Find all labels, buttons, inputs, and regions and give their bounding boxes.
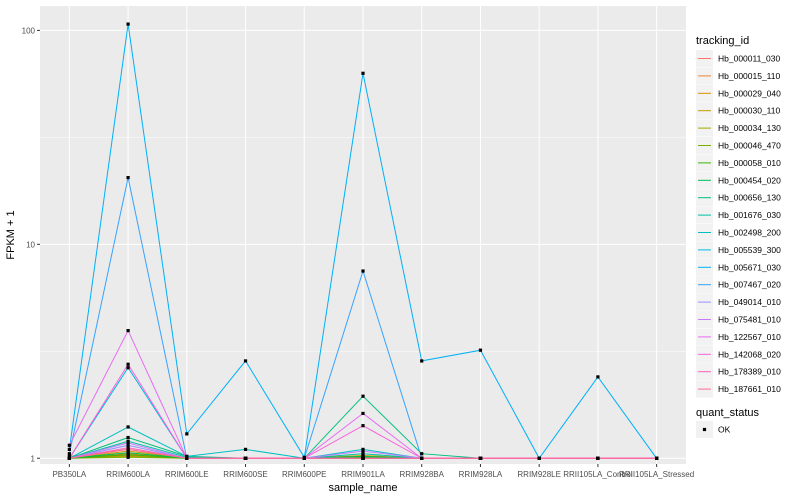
- data-point: [420, 452, 424, 456]
- data-point: [361, 269, 365, 273]
- legend-label: Hb_002498_200: [718, 228, 781, 238]
- data-point: [126, 425, 130, 429]
- legend-label: Hb_122567_010: [718, 332, 781, 342]
- data-point: [126, 329, 130, 333]
- data-point: [478, 348, 483, 352]
- data-point: [185, 432, 189, 436]
- x-tick-label: RRIM600PE: [282, 470, 326, 479]
- data-point: [420, 359, 424, 363]
- x-tick-label: RRIM600LE: [165, 470, 209, 479]
- data-point: [126, 441, 130, 445]
- data-point: [537, 456, 541, 460]
- x-tick-label: RRIM901LA: [341, 470, 385, 479]
- data-point: [243, 456, 248, 460]
- data-point: [126, 446, 130, 450]
- y-tick-label: 100: [22, 26, 36, 35]
- legend-label: Hb_005671_030: [718, 262, 781, 272]
- data-point: [243, 359, 248, 363]
- legend-label: Hb_000011_030: [718, 54, 781, 64]
- data-point: [361, 456, 365, 460]
- y-tick-label: 10: [26, 240, 35, 249]
- data-point: [655, 456, 659, 460]
- legend-label: Hb_007467_020: [718, 280, 781, 290]
- legend-label: Hb_000046_470: [718, 141, 781, 151]
- data-point: [185, 456, 189, 460]
- data-point: [420, 456, 424, 460]
- x-tick-label: RRII105LA_Control: [563, 470, 633, 479]
- legend-label: Hb_142068_020: [718, 349, 781, 359]
- legend-title: tracking_id: [696, 35, 749, 47]
- data-point: [67, 454, 71, 459]
- legend-label: Hb_000454_020: [718, 175, 781, 185]
- data-point: [478, 456, 483, 460]
- data-point: [126, 443, 130, 447]
- data-point: [126, 451, 130, 455]
- legend2-label: OK: [718, 425, 731, 435]
- legend-label: Hb_000656_130: [718, 193, 781, 203]
- x-axis-title: sample_name: [328, 482, 397, 494]
- x-tick-label: RRIM928LE: [517, 470, 561, 479]
- legend-label: Hb_000015_110: [718, 71, 781, 81]
- data-point: [126, 366, 130, 370]
- data-point: [67, 452, 71, 456]
- legend-label: Hb_049014_010: [718, 297, 781, 307]
- quant-status-legend: quant_status OK: [696, 407, 759, 438]
- data-point: [67, 456, 71, 460]
- data-point: [185, 454, 189, 459]
- data-point: [361, 424, 365, 428]
- x-tick-label: RRIM600SE: [223, 470, 267, 479]
- data-points: [67, 22, 659, 460]
- y-axis: 1 10 100: [22, 26, 40, 463]
- x-tick-label: RRIM928LA: [459, 470, 503, 479]
- data-point: [67, 447, 71, 451]
- x-tick-label: RRIM600LA: [106, 470, 150, 479]
- data-point: [126, 176, 130, 180]
- legend-label: Hb_178389_010: [718, 367, 781, 377]
- legend-label: Hb_000029_040: [718, 88, 781, 98]
- data-point: [302, 456, 306, 460]
- legend-label: Hb_005539_300: [718, 245, 781, 255]
- data-point: [596, 456, 600, 460]
- legend2-key-point: [702, 427, 707, 432]
- data-point: [361, 394, 365, 398]
- legend-label: Hb_000058_010: [718, 158, 781, 168]
- legend-label: Hb_000030_110: [718, 106, 781, 116]
- legend-label: Hb_000034_130: [718, 123, 781, 133]
- legend-label: Hb_001676_030: [718, 210, 781, 220]
- data-point: [243, 447, 248, 451]
- data-point: [126, 447, 130, 451]
- data-point: [361, 452, 365, 456]
- data-point: [67, 443, 71, 447]
- data-point: [361, 411, 365, 416]
- y-axis-title: FPKM + 1: [5, 210, 17, 259]
- x-axis: PB350LA RRIM600LA RRIM600LE RRIM600SE RRIM60…: [52, 464, 694, 479]
- data-point: [361, 71, 365, 75]
- data-point: [126, 362, 130, 366]
- x-tick-label: PB350LA: [52, 470, 86, 479]
- x-tick-label: RRII105LA_Stressed: [619, 470, 694, 479]
- data-point: [361, 449, 365, 453]
- legend-label: Hb_075481_010: [718, 315, 781, 325]
- legend-label: Hb_187661_010: [718, 384, 781, 394]
- legend2-title: quant_status: [696, 407, 759, 419]
- data-point: [596, 375, 600, 379]
- data-point: [126, 435, 130, 440]
- x-tick-label: RRIM928BA: [399, 470, 444, 479]
- y-tick-label: 1: [31, 454, 36, 463]
- data-point: [361, 454, 365, 459]
- data-point: [126, 453, 130, 457]
- data-point: [126, 455, 130, 459]
- data-point: [126, 449, 130, 453]
- tracking-id-legend: tracking_id Hb_000011_030 Hb_000015_110 Hb…: [696, 35, 781, 398]
- data-point: [126, 22, 130, 26]
- data-point: [361, 447, 365, 451]
